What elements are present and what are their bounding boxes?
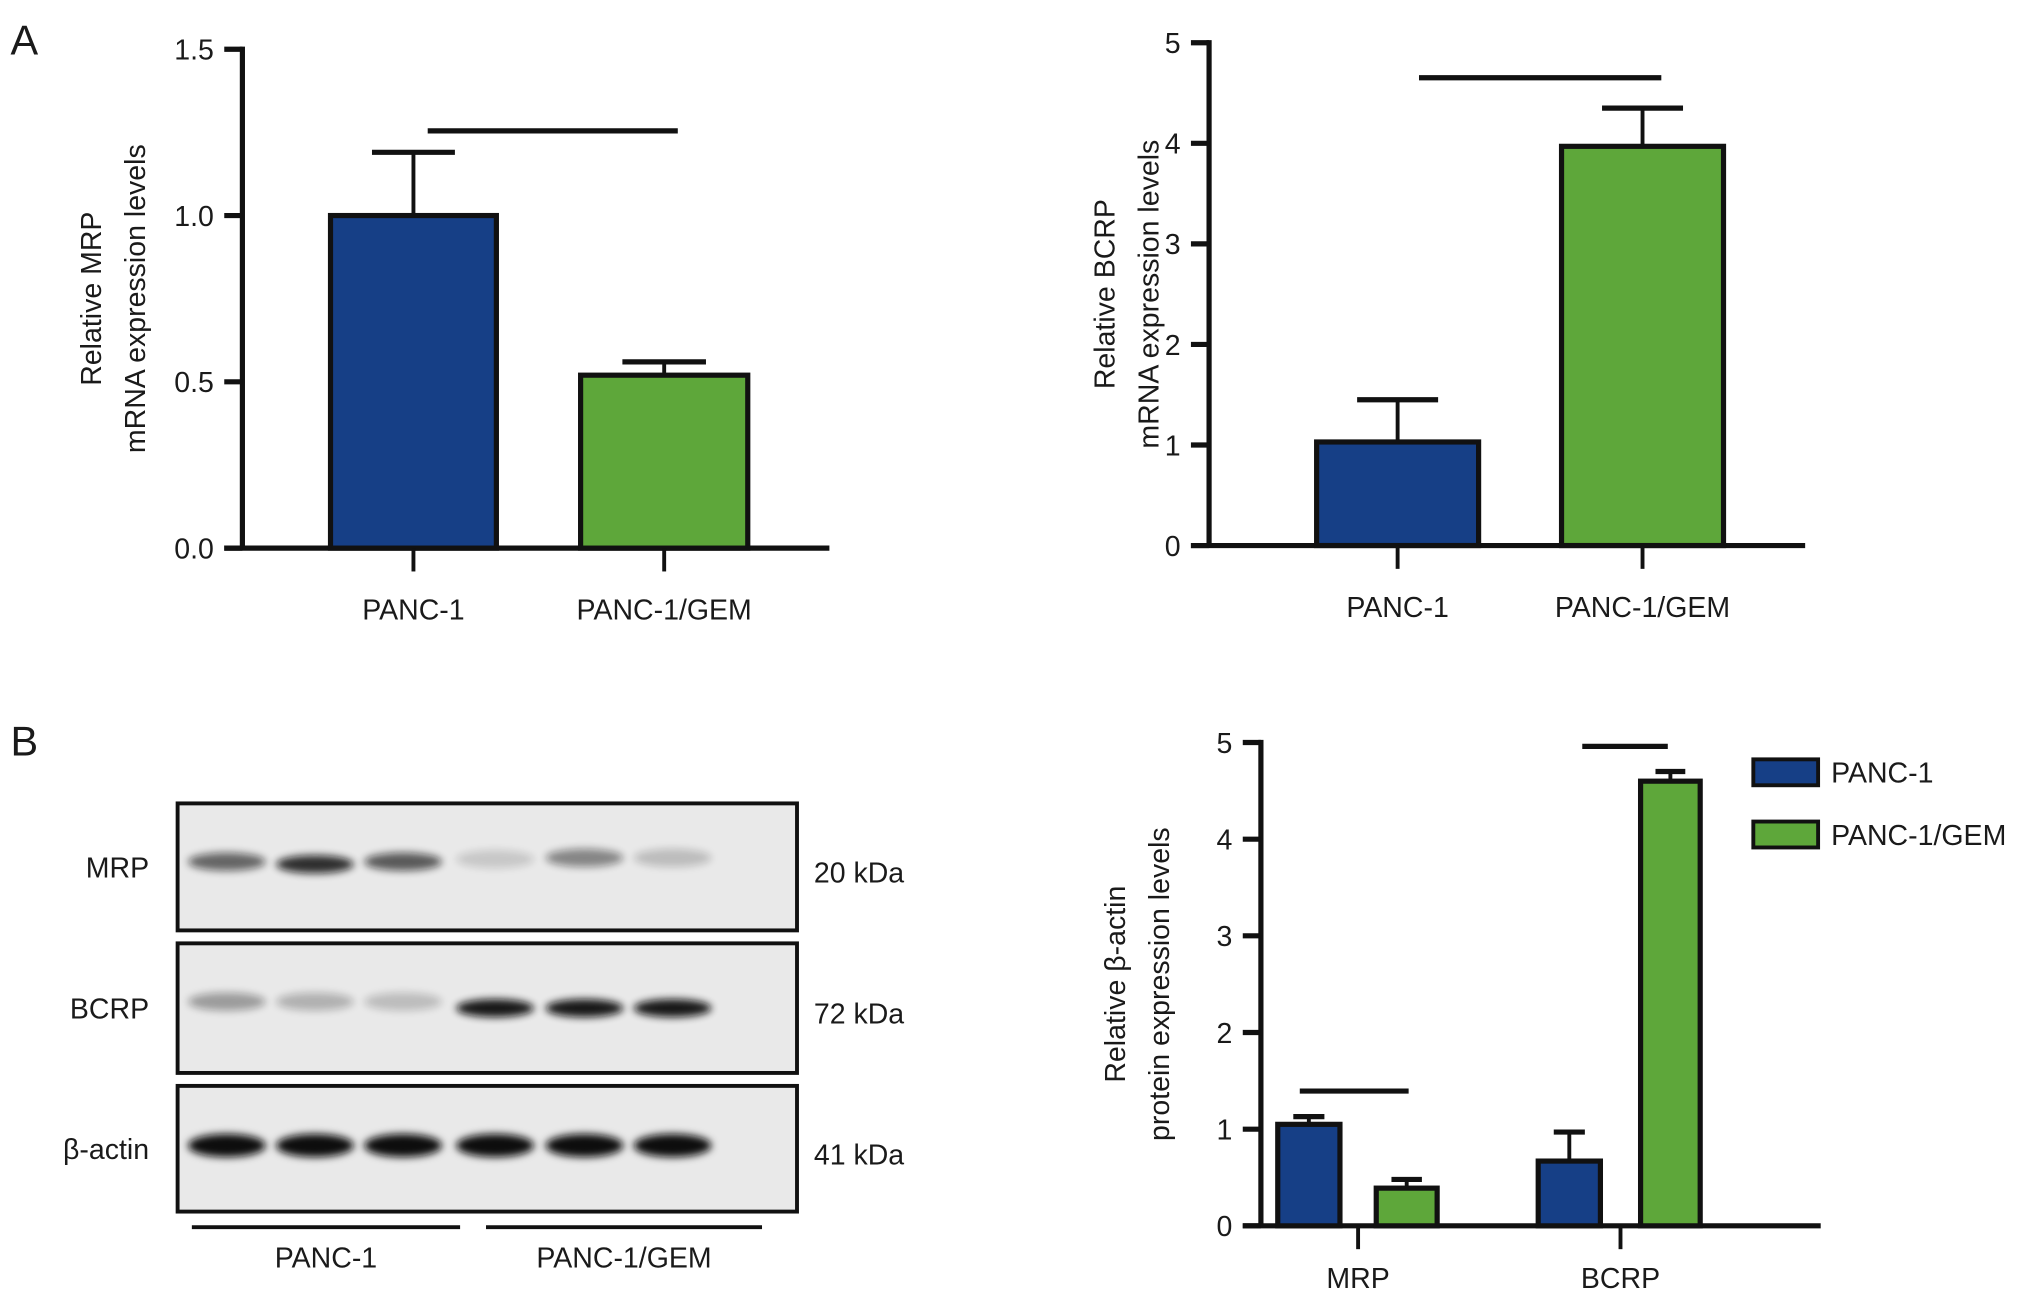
blot-band: [456, 850, 534, 869]
blot-band: [187, 1133, 266, 1158]
x-tick-label: PANC-1/GEM: [1555, 592, 1730, 624]
bar: [1535, 1158, 1604, 1229]
group-label: PANC-1/GEM: [536, 1242, 711, 1274]
x-tick-label: PANC-1/GEM: [577, 594, 752, 626]
blot-size-label: 72 kDa: [814, 999, 904, 1031]
legend-label: PANC-1/GEM: [1831, 820, 2006, 852]
blot-size-label: 20 kDa: [814, 857, 904, 889]
western-blot: MRP 20 kDa BCRP 72 kDa β-actin 41 kDa PANC-1 PA…: [63, 801, 904, 1274]
y-axis-label: Relative β-actin: [1100, 886, 1132, 1083]
y-tick-label: 1: [1165, 430, 1181, 462]
bar: [1314, 439, 1482, 549]
bar: [578, 372, 751, 551]
y-tick-label: 1.0: [174, 201, 214, 233]
y-tick-label: 3: [1217, 921, 1233, 953]
blot-band: [187, 992, 266, 1011]
group-label: PANC-1: [275, 1242, 377, 1274]
x-tick-label: PANC-1: [1346, 592, 1448, 624]
y-tick-label: 3: [1165, 229, 1181, 261]
y-axis-label: protein expression levels: [1144, 827, 1176, 1141]
bar: [1373, 1185, 1440, 1229]
panel-label-a: A: [10, 16, 38, 63]
bar: [1275, 1121, 1343, 1229]
blot-protein-label: MRP: [86, 852, 149, 884]
chart-mrp-mrna: 0.0 0.5 1.0 1.5 Relative MRP mRNA expression …: [76, 35, 830, 626]
y-tick-label: 4: [1217, 825, 1233, 857]
blot-band: [545, 1133, 624, 1158]
blot-band: [633, 1133, 712, 1158]
blot-band: [276, 855, 354, 874]
chart-protein-levels: 0 1 2 3 4 5 Relative β-actin protein expression…: [1100, 728, 2006, 1295]
y-tick-label: 4: [1165, 129, 1181, 161]
y-tick-label: 2: [1217, 1018, 1233, 1050]
y-axis-label: Relative MRP: [76, 212, 108, 386]
y-tick-label: 2: [1165, 330, 1181, 362]
bar: [327, 212, 499, 551]
bar: [1637, 778, 1703, 1229]
x-tick-label: BCRP: [1581, 1263, 1660, 1295]
blot-band: [633, 848, 712, 867]
x-tick-label: MRP: [1326, 1263, 1389, 1295]
blot-band: [364, 992, 442, 1011]
y-tick-label: 1: [1217, 1115, 1233, 1147]
y-axis-label: Relative BCRP: [1089, 199, 1121, 389]
y-axis-label: mRNA expression levels: [1134, 140, 1166, 449]
blot-band: [456, 999, 534, 1018]
blot-band: [545, 999, 624, 1018]
panel-label-b: B: [10, 717, 38, 764]
legend-swatch: [1751, 757, 1821, 788]
y-tick-label: 1.5: [174, 35, 214, 67]
y-tick-label: 0.5: [174, 367, 214, 399]
y-axis-label: mRNA expression levels: [120, 144, 152, 453]
blot-protein-label: β-actin: [63, 1134, 149, 1166]
blot-band: [633, 999, 712, 1018]
x-tick-label: PANC-1: [362, 594, 464, 626]
chart-bcrp-mrna: 0 1 2 3 4 5 Relative BCRP mRNA expression level…: [1089, 28, 1806, 624]
blot-band: [545, 848, 624, 867]
legend-swatch: [1751, 819, 1821, 850]
blot-size-label: 41 kDa: [814, 1139, 904, 1171]
blot-band: [276, 992, 354, 1011]
y-tick-label: 0: [1165, 531, 1181, 563]
bar: [1558, 143, 1727, 549]
y-tick-label: 0.0: [174, 533, 214, 565]
blot-band: [364, 1133, 442, 1158]
blot-protein-label: BCRP: [70, 994, 149, 1026]
blot-band: [276, 1133, 354, 1158]
blot-band: [456, 1133, 534, 1158]
y-tick-label: 5: [1217, 728, 1233, 760]
blot-band: [187, 852, 266, 871]
legend-label: PANC-1: [1831, 758, 1933, 790]
blot-band: [364, 852, 442, 871]
y-tick-label: 0: [1217, 1211, 1233, 1243]
y-tick-label: 5: [1165, 28, 1181, 60]
